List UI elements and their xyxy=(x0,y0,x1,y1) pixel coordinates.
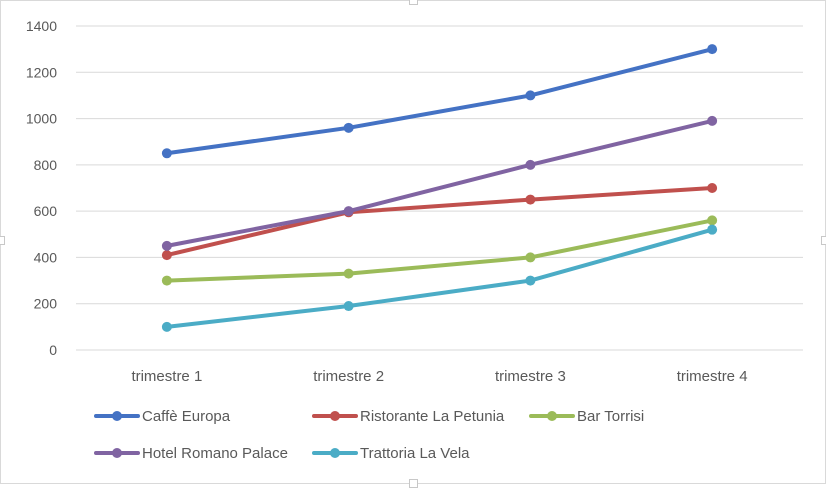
series-0 xyxy=(161,44,718,159)
y-tick-label: 1200 xyxy=(26,64,57,80)
series-line xyxy=(164,186,715,258)
data-point xyxy=(707,224,718,235)
series-4 xyxy=(161,224,718,332)
series-3 xyxy=(161,115,718,251)
data-point xyxy=(161,148,172,159)
data-point xyxy=(525,275,536,286)
legend-swatch-marker xyxy=(112,448,122,458)
legend-entry: Ristorante La Petunia xyxy=(312,408,505,425)
data-point xyxy=(161,240,172,251)
y-tick-label: 0 xyxy=(49,342,57,358)
x-tick-label: trimestre 3 xyxy=(495,368,566,385)
legend-entry: Bar Torrisi xyxy=(529,408,644,425)
y-axis-tick-labels: 0 200 400 600 800 1000 1200 1400 xyxy=(26,18,57,358)
data-point xyxy=(161,250,172,261)
resize-handle-right[interactable] xyxy=(821,236,826,245)
x-axis-tick-labels: trimestre 1 trimestre 2 trimestre 3 trimest… xyxy=(131,368,747,385)
x-tick-label: trimestre 1 xyxy=(131,368,202,385)
data-point xyxy=(707,215,718,226)
legend-entry: Hotel Romano Palace xyxy=(94,445,288,462)
series-line xyxy=(164,227,715,329)
resize-handle-top[interactable] xyxy=(409,0,418,5)
data-point xyxy=(707,115,718,126)
series-lines xyxy=(161,44,718,332)
data-point xyxy=(707,183,718,193)
legend: Caffè Europa Ristorante La Petunia Bar Tor… xyxy=(94,408,644,462)
legend-swatch-marker xyxy=(330,448,340,458)
data-point xyxy=(343,268,354,279)
data-point xyxy=(525,194,536,205)
legend-swatch-marker xyxy=(547,411,557,421)
legend-label: Trattoria La Vela xyxy=(360,445,470,462)
series-1 xyxy=(161,183,718,261)
y-tick-label: 400 xyxy=(34,249,58,265)
data-point xyxy=(343,301,354,312)
data-point xyxy=(343,206,354,217)
x-tick-label: trimestre 4 xyxy=(677,368,748,385)
y-tick-label: 800 xyxy=(34,157,58,173)
data-point xyxy=(525,90,536,101)
series-line xyxy=(164,118,715,248)
data-point xyxy=(343,122,354,133)
legend-label: Hotel Romano Palace xyxy=(142,445,288,462)
legend-label: Caffè Europa xyxy=(142,408,231,425)
data-point xyxy=(525,159,536,170)
x-tick-label: trimestre 2 xyxy=(313,368,384,385)
resize-handle-left[interactable] xyxy=(0,236,5,245)
legend-label: Bar Torrisi xyxy=(577,408,644,425)
legend-entry: Trattoria La Vela xyxy=(312,445,470,462)
series-line xyxy=(164,218,715,283)
data-point xyxy=(161,321,172,332)
y-tick-label: 1000 xyxy=(26,111,57,127)
series-2 xyxy=(161,215,718,286)
series-line xyxy=(164,47,715,156)
legend-swatch-marker xyxy=(112,411,122,421)
gridlines xyxy=(76,25,803,351)
legend-swatch-marker xyxy=(330,411,340,421)
data-point xyxy=(707,44,718,55)
data-point xyxy=(161,275,172,286)
y-tick-label: 600 xyxy=(34,203,58,219)
legend-label: Ristorante La Petunia xyxy=(360,408,505,425)
y-tick-label: 1400 xyxy=(26,18,57,34)
data-point xyxy=(525,252,536,263)
y-tick-label: 200 xyxy=(34,296,58,312)
legend-entry: Caffè Europa xyxy=(94,408,231,425)
